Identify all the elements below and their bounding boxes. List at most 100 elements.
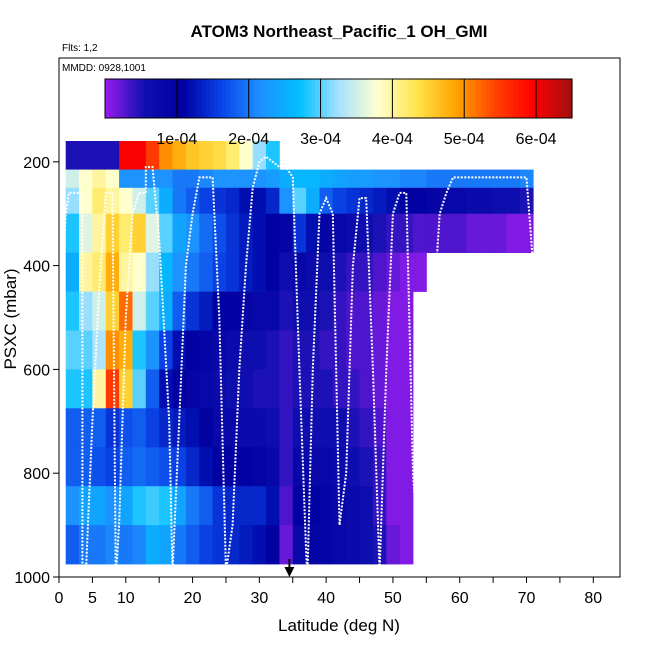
colorbar-segment [260,79,266,118]
heat-cell [279,330,294,370]
y-tick-label: 1000 [14,570,50,587]
colorbar-segment [272,79,277,118]
heat-cell [79,486,93,526]
heat-cell [65,486,80,526]
heat-cell [386,330,401,370]
heat-cell [65,169,80,189]
heat-cell [159,369,173,409]
heat-cell [252,408,267,448]
heat-cell [79,169,93,189]
heat-cell [172,330,187,370]
heat-cell [519,213,534,253]
colorbar-segment [455,79,460,118]
colorbar-segment [536,79,542,118]
colorbar-segment [268,79,273,118]
heat-cell [119,486,133,526]
heat-cell [119,369,133,409]
x-tick-label: 70 [518,590,536,607]
heat-cell [346,486,360,526]
heat-cell [426,213,441,253]
heat-cell [65,447,80,487]
heat-cell [212,187,227,215]
heat-cell [145,369,160,409]
heat-cell [212,486,227,526]
colorbar-segment [361,79,367,118]
heat-cell [506,213,521,253]
colorbar-segment [291,79,297,118]
axes: 0 5 10 20 30 40 50 60 70 80 200 400 600 800 1000 [14,155,602,607]
heat-cell [92,486,107,526]
colorbar-segment [202,79,207,118]
heat-cell [359,486,374,526]
colorbar-segment [428,79,433,118]
colorbar-segment [431,79,437,118]
heat-cell [239,213,254,253]
x-tick-label: 50 [384,590,402,607]
heat-cell [226,486,240,526]
colorbar-frame [104,78,573,119]
heat-cell [79,525,93,565]
heat-cell [279,525,294,565]
heat-cell [266,369,280,409]
colorbar-segment [486,79,491,118]
heat-cell [292,525,307,565]
colorbar-segment [155,79,161,118]
colorbar-segment [521,79,526,118]
heat-cell [319,252,334,292]
heat-cell [386,447,401,487]
heat-cell [199,213,214,253]
heat-cell [159,330,173,370]
heat-cell [266,408,280,448]
heat-cell [372,330,387,370]
heat-cell [359,369,374,409]
heat-cell [132,252,147,292]
heat-cell [386,187,401,215]
heat-cell [332,291,347,331]
heat-cell [119,141,133,170]
colorbar-segment [295,79,301,118]
colorbar-segment [560,79,565,118]
heat-cell [226,187,240,215]
heat-cell [172,525,187,565]
colorbar-segment [392,79,398,118]
heat-cell [145,141,160,170]
heat-cell [493,187,507,215]
heat-cell [386,291,401,331]
colorbar-segment [182,79,188,118]
heat-cell [159,486,173,526]
heat-cell [159,525,173,565]
heat-cell [292,213,307,253]
colorbar-segment [330,79,336,118]
heat-cell [359,252,374,292]
colorbar-segment [140,79,145,118]
heat-cell [159,169,173,189]
heat-cell [132,447,147,487]
heat-cell [319,369,334,409]
heat-cell [145,447,160,487]
colorbar-segment [217,79,223,118]
heat-cell [172,187,187,215]
colorbar-segment [132,79,137,118]
heat-cell [92,369,107,409]
colorbar-segment [128,79,133,118]
heat-cell [399,252,414,292]
colorbar-segment [334,79,340,118]
colorbar-segment [501,79,507,118]
heat-cell [172,447,187,487]
heat-cell [132,408,147,448]
colorbar-segment [178,79,184,118]
heat-cell [172,252,187,292]
heat-cell [65,408,80,448]
dates-label: MMDD: 0928,1001 [62,63,146,74]
heat-cell [332,408,347,448]
colorbar-segment [245,79,250,118]
heat-cell [319,213,334,253]
colorbar-segment [451,79,456,118]
heat-cell [386,213,401,253]
colorbar-segment [404,79,410,118]
colorbar-segment [256,79,262,118]
heat-cell [292,369,307,409]
colorbar-segment [533,79,538,118]
colorbar-segment [369,79,375,118]
